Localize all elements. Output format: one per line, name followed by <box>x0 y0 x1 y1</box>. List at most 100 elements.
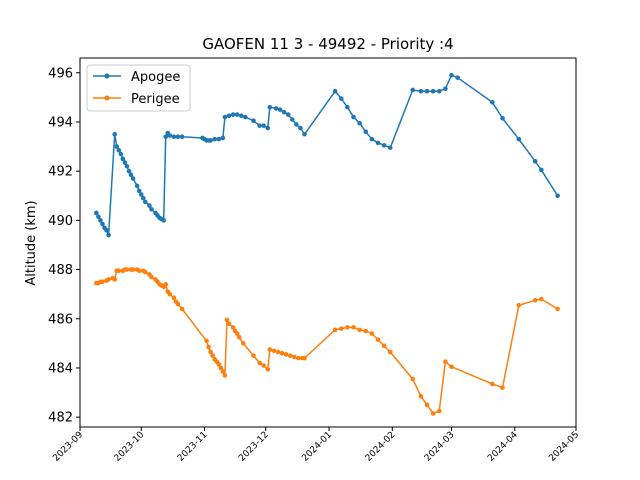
apogee-point <box>163 134 169 140</box>
apogee-point <box>243 114 248 120</box>
apogee-point <box>455 75 460 80</box>
apogee-point <box>208 138 213 143</box>
perigee-point <box>136 268 142 274</box>
perigee-point <box>116 268 122 274</box>
perigee-point <box>275 349 281 355</box>
apogee-point <box>106 232 111 238</box>
perigee-point <box>443 359 448 365</box>
perigee-point <box>516 302 522 308</box>
legend-apogee-label: Apogee <box>131 70 180 85</box>
perigee-point <box>555 306 560 312</box>
apogee-point <box>443 86 448 92</box>
apogee-point <box>147 203 152 208</box>
perigee-point <box>208 349 213 355</box>
apogee-point <box>161 218 166 223</box>
apogee-point <box>96 214 101 219</box>
perigee-point <box>375 337 381 342</box>
apogee-point <box>294 122 299 127</box>
apogee-point <box>120 156 126 162</box>
perigee-point <box>283 352 289 357</box>
perigee-point <box>271 348 277 354</box>
perigee-point <box>171 295 177 301</box>
perigee-point <box>210 353 215 358</box>
apogee-point <box>171 134 177 140</box>
perigee-point <box>167 291 173 297</box>
apogee-point <box>112 131 117 137</box>
perigee-point <box>418 393 424 399</box>
legend-apogee-marker <box>104 73 110 79</box>
perigee-point <box>539 296 544 302</box>
perigee-point <box>410 376 416 382</box>
apogee-point <box>128 172 134 178</box>
apogee-point <box>140 195 146 201</box>
perigee-point <box>449 364 454 370</box>
perigee-point <box>163 282 169 287</box>
apogee-point <box>114 144 120 149</box>
apogee-point <box>238 113 244 119</box>
apogee-point <box>500 115 505 121</box>
apogee-point <box>216 136 222 142</box>
apogee-point <box>265 125 271 131</box>
apogee-point <box>138 192 144 197</box>
perigee-point <box>381 343 387 349</box>
perigee-point <box>143 269 148 275</box>
apogee-point <box>175 134 181 140</box>
apogee-point <box>516 136 522 142</box>
y-tick-label: 482 <box>48 411 73 426</box>
perigee-point <box>267 347 273 352</box>
apogee-point <box>555 193 560 199</box>
apogee-point <box>345 104 350 110</box>
apogee-point <box>298 125 303 131</box>
perigee-point <box>424 402 430 408</box>
perigee-point <box>261 363 267 368</box>
apogee-point <box>98 218 103 223</box>
perigee-point <box>351 325 356 330</box>
perigee-point <box>224 317 230 323</box>
y-tick-label: 494 <box>48 115 73 130</box>
perigee-point <box>234 331 240 336</box>
apogee-point <box>532 159 538 164</box>
apogee-point <box>257 123 262 128</box>
apogee-point <box>116 147 122 153</box>
apogee-point <box>302 131 307 137</box>
apogee-series <box>94 72 560 238</box>
plot-frame <box>79 57 577 428</box>
apogee-point <box>375 140 381 146</box>
apogee-point <box>418 88 424 94</box>
perigee-point <box>292 354 297 360</box>
apogee-point <box>100 221 105 227</box>
apogee-point <box>539 167 544 173</box>
series-layer <box>94 72 560 416</box>
perigee-point <box>175 301 181 307</box>
perigee-point <box>500 385 505 390</box>
perigee-point <box>532 298 538 303</box>
perigee-point <box>220 369 226 374</box>
apogee-point <box>351 114 356 120</box>
apogee-point <box>220 135 226 141</box>
perigee-point <box>106 277 111 282</box>
perigee-point <box>251 353 256 358</box>
perigee-point <box>436 408 442 414</box>
perigee-point <box>179 306 185 312</box>
y-tick-label: 486 <box>48 312 73 327</box>
y-tick-label: 484 <box>48 361 73 376</box>
perigee-point <box>490 381 495 387</box>
perigee-point <box>345 325 350 330</box>
perigee-point <box>216 361 222 367</box>
apogee-point <box>130 176 136 181</box>
y-tick-label: 496 <box>48 66 73 81</box>
apogee-point <box>179 134 185 140</box>
perigee-point <box>387 349 393 355</box>
apogee-point <box>363 129 369 135</box>
perigee-point <box>430 411 436 416</box>
perigee-point <box>265 366 271 372</box>
apogee-point <box>212 136 218 142</box>
apogee-point <box>410 87 416 93</box>
perigee-point <box>204 338 209 344</box>
perigee-point <box>302 355 307 361</box>
apogee-point <box>369 136 375 142</box>
perigee-point <box>226 321 232 326</box>
perigee-point <box>357 327 362 333</box>
apogee-point <box>230 112 236 117</box>
